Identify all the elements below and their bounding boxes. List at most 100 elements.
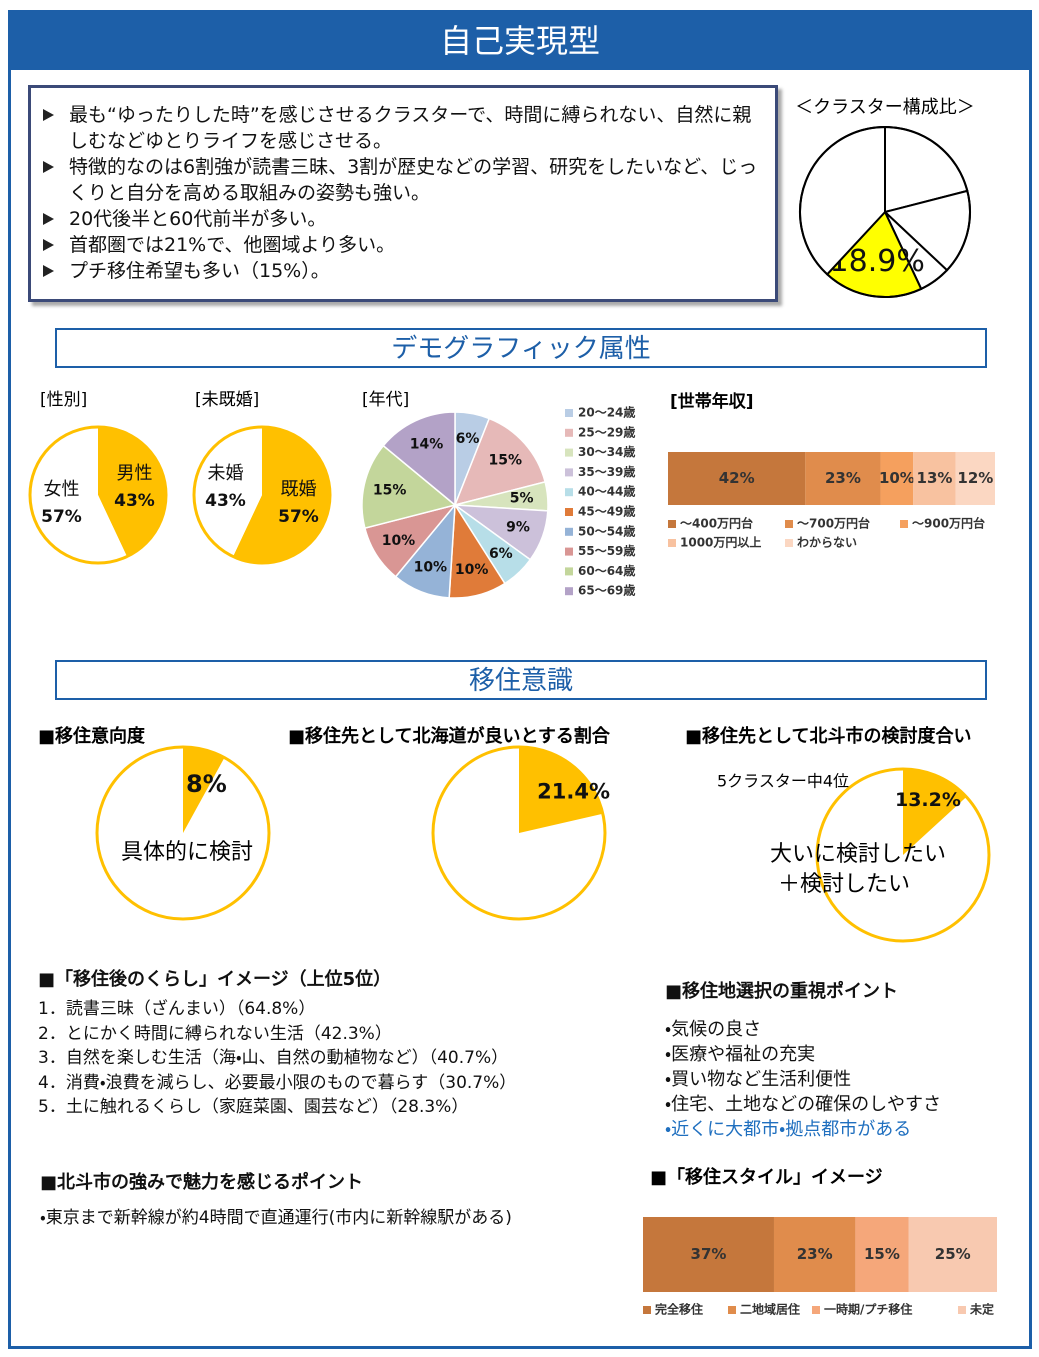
legend-label: わからない [797, 536, 857, 550]
legend-swatch [643, 1306, 651, 1314]
section-header: 移住意識 [55, 660, 987, 700]
bar-segment [908, 1217, 997, 1292]
bar-segment [773, 1217, 856, 1292]
list-title: ■「移住後のくらし」イメージ（上位5位） [38, 969, 392, 990]
slice-value-label: 6% [456, 431, 480, 447]
legend-swatch [728, 1306, 736, 1314]
summary-item: 首都圏では21%で、他圏域より多い。 [43, 232, 769, 258]
legend-swatch [565, 409, 573, 417]
list-item: ・気候の良さ [665, 1019, 762, 1040]
slice-value-label: 57% [278, 507, 319, 527]
legend-label: 二地域居住 [740, 1302, 800, 1317]
pie-slice [361, 444, 457, 530]
slice-value-label: 10% [455, 562, 489, 578]
legend-label: 未定 [969, 1302, 994, 1317]
legend-swatch [565, 547, 573, 556]
legend-swatch [785, 520, 793, 528]
summary-text: 最も“ゆったりした時”を感じさせるクラスターで、時間に縛られない、自然に親しむな… [69, 104, 752, 152]
legend-label: 60～64歳 [578, 563, 635, 578]
pie-slice [183, 747, 225, 833]
list-item: 3．自然を楽しむ生活（海・山、自然の動植物など）（40.7%） [38, 1048, 509, 1068]
list-item: ・住宅、土地などの確保のしやすさ [665, 1094, 941, 1115]
bullet-icon [43, 239, 54, 251]
summary-text: 首都圏では21%で、他圏域より多い。 [69, 234, 396, 256]
summary-text: 特徴的なのは6割強が読書三昧、3割が歴史などの学習、研究をしたいなど、じっくりと… [69, 156, 758, 204]
slice-value-label: 8% [186, 770, 227, 798]
pie-slice [233, 427, 330, 563]
list-item: 2．とにかく時間に縛られない生活（42.3%） [38, 1023, 392, 1044]
pie-subtitle: 5クラスター中4位 [717, 772, 849, 791]
summary-box: 最も“ゆったりした時”を感じさせるクラスターで、時間に縛られない、自然に親しむな… [28, 85, 778, 302]
bar-segment [880, 452, 914, 505]
legend-label: 20～24歳 [578, 405, 635, 420]
pie-slice [98, 427, 167, 557]
legend-label: 55～59歳 [578, 543, 635, 558]
legend-label: ～400万円台 [680, 516, 753, 531]
legend-swatch [668, 539, 676, 547]
list-item: ・買い物など生活利便性 [665, 1069, 852, 1090]
pie-slice [193, 427, 262, 557]
list-item: ・医療や福祉の充実 [665, 1044, 816, 1065]
pie-slice [519, 747, 603, 833]
list-title: ■移住地選択の重視ポイント [665, 981, 899, 1002]
summary-item: 特徴的なのは6割強が読書三昧、3割が歴史などの学習、研究をしたいなど、じっくりと… [43, 154, 769, 206]
slice-value-label: 14% [410, 436, 444, 452]
legend-swatch [668, 520, 676, 528]
bar-segment [668, 452, 806, 505]
bar-segment [805, 452, 881, 505]
summary-text: 20代後半と60代前半が多い。 [69, 208, 327, 230]
chart-title: ＜クラスター構成比＞ [795, 97, 975, 118]
slice-value-label: 10% [414, 559, 448, 575]
legend-label: 25～29歳 [578, 424, 635, 439]
legend-swatch [900, 520, 908, 528]
pie-annotation: 大いに検討したい [770, 842, 946, 867]
selection-points-list: ■移住地選択の重視ポイント ・気候の良さ・医療や福祉の充実・買い物など生活利便性・… [665, 977, 941, 1142]
pie-slice [903, 769, 967, 855]
bar-segment [855, 1217, 909, 1292]
list-item: ・東京まで新幹線が約4時間で直通運行(市内に新幹線駅がある) [40, 1208, 512, 1228]
legend-label: ～700万円台 [797, 516, 870, 531]
bar-segment [955, 452, 995, 505]
list-item: ・近くに大都市・拠点都市がある [665, 1119, 912, 1140]
legend-label: 30～34歳 [578, 444, 635, 459]
legend-label: 35～39歳 [578, 464, 635, 479]
bar-segment [913, 452, 956, 505]
pie-slice [382, 411, 456, 507]
list-item: 4．消費・浪費を減らし、必要最小限のもので暮らす（30.7%） [38, 1072, 517, 1093]
legend-swatch [565, 428, 573, 437]
hokuto-strengths-list: ■北斗市の強みで魅力を感じるポイント ・東京まで新幹線が約4時間で直通運行(市内に… [40, 1168, 512, 1230]
legend-swatch [565, 527, 573, 536]
bar-value-label: 12% [957, 469, 993, 487]
legend-swatch [565, 468, 573, 477]
legend-swatch [565, 587, 573, 596]
legend-label: ～900万円台 [912, 516, 985, 531]
slice-category: 男性 [116, 463, 152, 484]
slice-value-label: 9% [506, 520, 530, 536]
chart-title: ■移住意向度 [38, 725, 146, 747]
slice-value-label: 5% [510, 491, 534, 507]
bar-value-label: 10% [879, 469, 915, 487]
slice-value-label: 43% [114, 491, 155, 511]
chart-title: ■移住先として北斗市の検討度合い [685, 725, 971, 747]
slice-category: 女性 [44, 479, 80, 500]
chart-title: [世帯年収] [670, 391, 754, 412]
pie-slice [453, 417, 546, 507]
slice-value-label: 43% [205, 491, 246, 511]
bullet-icon [43, 213, 54, 225]
summary-text: プチ移住希望も多い（15%）。 [69, 260, 330, 282]
chart-title: [未既婚] [195, 390, 259, 410]
pie-slice [30, 427, 127, 563]
pie-outline [799, 126, 971, 298]
summary-item: 最も“ゆったりした時”を感じさせるクラスターで、時間に縛られない、自然に親しむな… [43, 102, 769, 154]
chart-title: ■「移住スタイル」イメージ [650, 1166, 883, 1188]
bar-value-label: 42% [719, 469, 755, 487]
slice-category: 既婚 [280, 479, 316, 500]
legend-swatch [565, 488, 573, 497]
chart-title: ■移住先として北海道が良いとする割合 [288, 725, 611, 747]
legend-swatch [565, 508, 573, 516]
chart-title: [年代] [362, 390, 409, 410]
legend-swatch [785, 539, 793, 547]
living-image-list: ■「移住後のくらし」イメージ（上位5位） 1．読書三昧（ざんまい）（64.8%） 2… [38, 965, 516, 1120]
section-header: デモグラフィック属性 [55, 328, 987, 368]
